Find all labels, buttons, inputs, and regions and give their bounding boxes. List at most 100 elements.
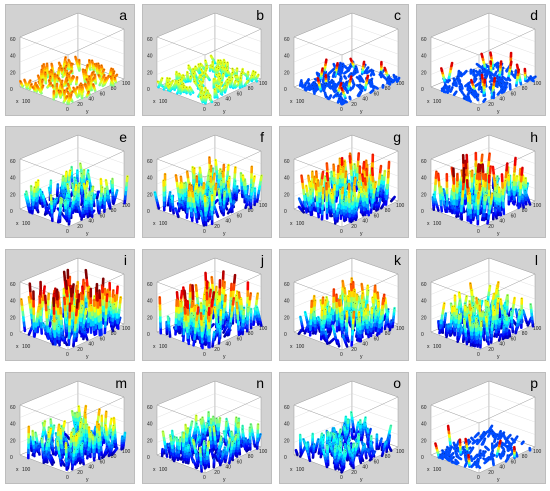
z-tick-label: 0 — [284, 332, 287, 338]
x-tick-label: 40 — [499, 219, 505, 225]
y-axis-letter: x — [427, 221, 430, 227]
panel-label-h: h — [530, 129, 538, 145]
corner-tick: 100 — [296, 467, 305, 473]
x-axis-letter: y — [86, 477, 89, 483]
x-tick-label: 40 — [88, 97, 94, 103]
panel-o: 0 20 40 60 0 20 40 60 80 100 y x 100 o — [279, 372, 409, 484]
x-tick-label: 60 — [237, 459, 243, 465]
z-tick-label: 40 — [10, 176, 16, 182]
x-axis-letter: y — [360, 354, 363, 360]
x-tick-label: 80 — [385, 86, 391, 92]
z-tick-label: 40 — [284, 422, 290, 428]
x-tick-label: 100 — [259, 326, 268, 332]
x-tick-label: 100 — [533, 81, 542, 87]
x-tick-label: 40 — [88, 465, 94, 471]
y-axis-letter: x — [153, 344, 156, 350]
z-tick-label: 60 — [421, 405, 427, 411]
x-tick-label: 40 — [499, 465, 505, 471]
x-tick-label: 40 — [499, 97, 505, 103]
panel-label-i: i — [123, 252, 127, 268]
x-tick-label: 80 — [248, 208, 254, 214]
corner-tick: 100 — [22, 467, 31, 473]
z-tick-label: 20 — [421, 192, 427, 198]
z-tick-label: 60 — [284, 159, 290, 165]
z-tick-label: 0 — [421, 455, 424, 461]
x-tick-label: 0 — [203, 352, 206, 358]
z-tick-label: 60 — [284, 405, 290, 411]
x-tick-label: 100 — [533, 449, 542, 455]
z-tick-label: 60 — [147, 282, 153, 288]
corner-tick: 100 — [433, 99, 442, 105]
x-tick-label: 80 — [522, 454, 528, 460]
z-tick-label: 0 — [147, 332, 150, 338]
z-tick-label: 20 — [284, 70, 290, 76]
z-tick-label: 0 — [147, 455, 150, 461]
corner-tick: 100 — [296, 221, 305, 227]
x-tick-label: 100 — [122, 203, 131, 209]
z-tick-label: 60 — [421, 37, 427, 43]
x-axis-letter: y — [223, 354, 226, 360]
x-axis-letter: y — [360, 231, 363, 237]
x-tick-label: 20 — [214, 470, 220, 476]
x-tick-label: 0 — [340, 107, 343, 113]
z-tick-label: 40 — [421, 422, 427, 428]
x-tick-label: 100 — [533, 326, 542, 332]
y-axis-letter: x — [153, 221, 156, 227]
x-tick-label: 80 — [111, 86, 117, 92]
x-axis-letter: y — [86, 109, 89, 115]
z-tick-label: 40 — [147, 299, 153, 305]
x-tick-label: 80 — [111, 454, 117, 460]
z-tick-label: 20 — [284, 438, 290, 444]
x-tick-label: 80 — [111, 331, 117, 337]
corner-tick: 100 — [159, 99, 168, 105]
corner-tick: 100 — [159, 467, 168, 473]
z-tick-label: 40 — [10, 299, 16, 305]
x-tick-label: 100 — [396, 203, 405, 209]
x-axis-letter: y — [497, 477, 500, 483]
x-tick-label: 20 — [488, 470, 494, 476]
z-tick-label: 40 — [284, 299, 290, 305]
x-axis-letter: y — [86, 354, 89, 360]
x-axis-letter: y — [86, 231, 89, 237]
panel-label-l: l — [534, 252, 538, 268]
z-tick-label: 20 — [10, 192, 16, 198]
x-tick-label: 40 — [88, 219, 94, 225]
x-tick-label: 80 — [248, 331, 254, 337]
z-tick-label: 40 — [284, 54, 290, 60]
z-tick-label: 0 — [147, 87, 150, 93]
x-tick-label: 0 — [66, 107, 69, 113]
y-axis-letter: x — [290, 99, 293, 105]
panel-label-j: j — [260, 252, 264, 268]
x-tick-label: 20 — [351, 470, 357, 476]
x-tick-label: 60 — [100, 459, 106, 465]
z-tick-label: 60 — [10, 405, 16, 411]
z-tick-label: 60 — [147, 159, 153, 165]
z-tick-label: 60 — [421, 159, 427, 165]
x-tick-label: 20 — [214, 102, 220, 108]
x-tick-label: 60 — [511, 213, 517, 219]
x-tick-label: 60 — [511, 91, 517, 97]
y-axis-letter: x — [16, 344, 19, 350]
x-tick-label: 0 — [66, 229, 69, 235]
panel-a: 0 20 40 60 0 20 40 60 80 100 y x 100 a — [5, 4, 135, 116]
panel-e: 0 20 40 60 0 20 40 60 80 100 y x 100 e — [5, 126, 135, 238]
z-tick-label: 40 — [10, 422, 16, 428]
panel-d: 0 20 40 60 0 20 40 60 80 100 y x 100 d — [416, 4, 546, 116]
x-tick-label: 20 — [214, 224, 220, 230]
z-tick-label: 0 — [10, 332, 13, 338]
x-tick-label: 40 — [362, 97, 368, 103]
panel-label-f: f — [260, 129, 264, 145]
x-axis-letter: y — [360, 477, 363, 483]
x-tick-label: 20 — [351, 224, 357, 230]
x-tick-label: 100 — [396, 449, 405, 455]
x-tick-label: 20 — [488, 224, 494, 230]
x-tick-label: 80 — [385, 208, 391, 214]
panel-h: 0 20 40 60 0 20 40 60 80 100 y x 100 h — [416, 126, 546, 238]
x-tick-label: 20 — [488, 347, 494, 353]
